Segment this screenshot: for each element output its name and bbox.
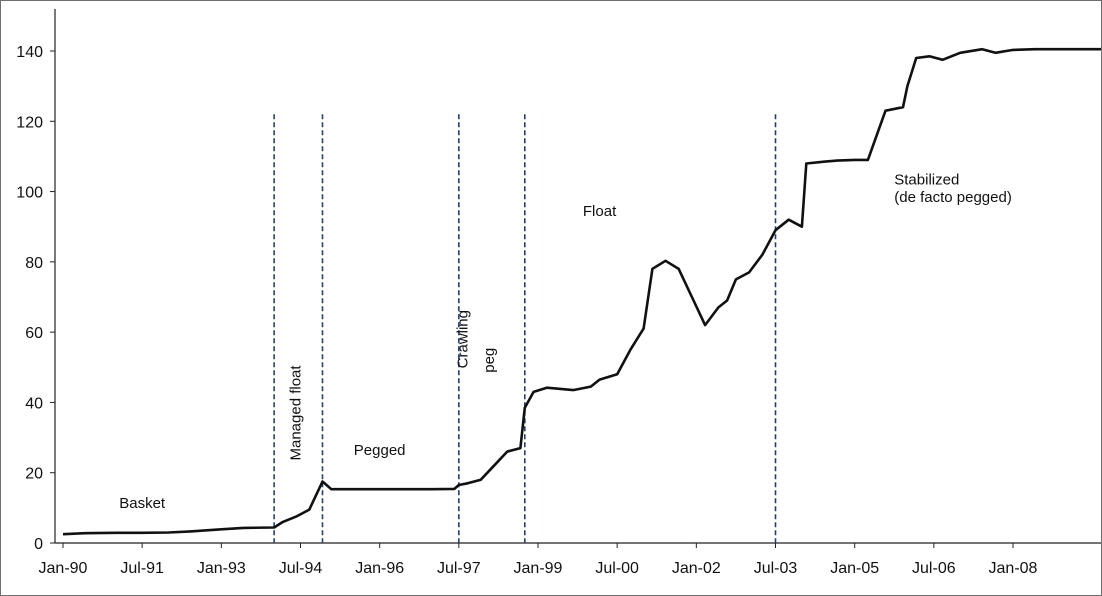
- regime-labels: Basket Managed float Pegged Crawling peg Floa…: [119, 172, 1012, 512]
- regime-label: Stabilized: [894, 172, 959, 189]
- y-tick-label: 100: [16, 185, 43, 202]
- x-tick-label: Jan-96: [355, 560, 404, 577]
- x-tick-label: Jan-02: [672, 560, 721, 577]
- x-tick-label: Jan-08: [989, 560, 1038, 577]
- x-tick-label: Jan-05: [830, 560, 879, 577]
- x-tick-label: Jul-91: [120, 560, 164, 577]
- y-tick-label: 140: [16, 44, 43, 61]
- x-tick-label: Jul-97: [437, 560, 481, 577]
- x-tick-label: Jan-93: [197, 560, 246, 577]
- axes: [54, 9, 1101, 544]
- y-tick-label: 40: [25, 395, 43, 412]
- regime-boundaries: [273, 114, 777, 543]
- x-tick-label: Jan-99: [514, 560, 563, 577]
- x-tick-label: Jul-06: [912, 560, 956, 577]
- regime-label: Basket: [119, 495, 166, 512]
- series-group: [62, 47, 1101, 536]
- x-tick-label: Jul-00: [595, 560, 639, 577]
- regime-label: Pegged: [354, 442, 406, 459]
- y-tick-label: 60: [25, 325, 43, 342]
- regime-label: peg: [481, 348, 498, 373]
- x-tick-label: Jan-90: [39, 560, 88, 577]
- x-tick-label: Jul-94: [279, 560, 323, 577]
- regime-label: Float: [583, 203, 617, 220]
- y-axis-ticks: 0 20 40 60 80 100 120 140: [16, 44, 55, 553]
- y-tick-label: 20: [25, 466, 43, 483]
- regime-label: (de facto pegged): [894, 189, 1012, 206]
- regime-label: Crawling: [455, 310, 472, 368]
- y-tick-label: 120: [16, 114, 43, 131]
- x-tick-label: Jul-03: [754, 560, 798, 577]
- y-tick-label: 80: [25, 255, 43, 272]
- regime-label: Managed float: [288, 365, 305, 461]
- y-tick-label: 0: [34, 536, 43, 553]
- x-axis-ticks: Jan-90 Jul-91 Jan-93 Jul-94 Jan-96 Jul-97 Jan-…: [39, 543, 1038, 577]
- series-line: [62, 47, 1101, 536]
